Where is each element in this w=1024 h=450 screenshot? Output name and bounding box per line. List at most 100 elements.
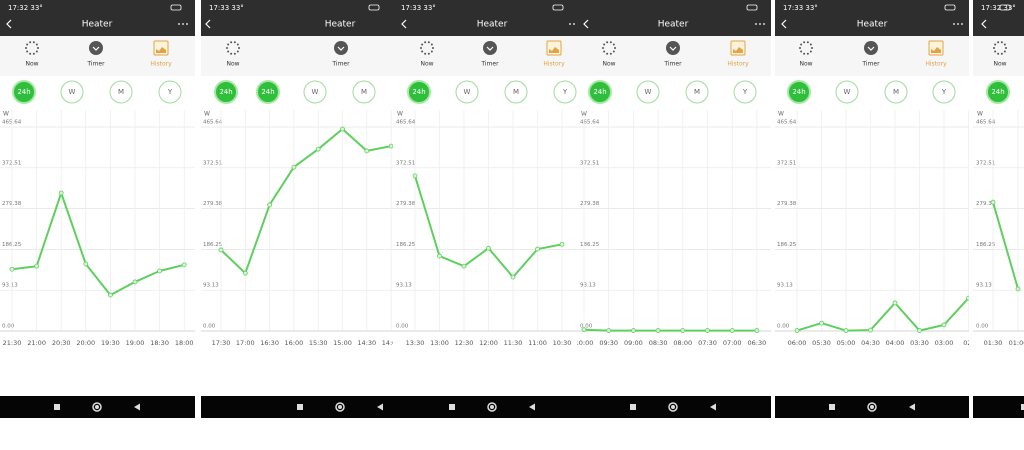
back-button[interactable] [583, 19, 589, 29]
nav-home[interactable] [92, 402, 102, 412]
range-button[interactable] [588, 80, 612, 104]
nav-recents[interactable] [630, 404, 636, 410]
range-button[interactable] [256, 80, 280, 104]
range-button[interactable] [884, 80, 908, 104]
nav-home[interactable] [335, 402, 345, 412]
range-button[interactable] [12, 80, 36, 104]
range-label[interactable]: 24h [219, 88, 232, 96]
range-button[interactable] [60, 80, 84, 104]
menu-dot[interactable] [953, 23, 955, 25]
range-label[interactable]: 24h [593, 88, 606, 96]
tab-label[interactable]: History [150, 61, 172, 68]
range-label[interactable]: 24h [792, 88, 805, 96]
range-button[interactable] [352, 80, 376, 104]
range-button[interactable] [835, 80, 859, 104]
menu-dot[interactable] [186, 23, 188, 25]
range-label[interactable]: M [118, 88, 124, 96]
tab-label[interactable]: Now [602, 61, 615, 68]
tab-label[interactable]: Timer [86, 61, 105, 68]
nav-recents[interactable] [449, 404, 455, 410]
range-button[interactable] [158, 80, 182, 104]
range-button[interactable] [553, 80, 577, 104]
now-icon-dot [432, 47, 434, 49]
nav-back[interactable] [710, 403, 716, 411]
x-tick-label: 15:30 [309, 339, 328, 347]
range-label[interactable]: 24h [261, 88, 274, 96]
menu-dot[interactable] [182, 23, 184, 25]
range-label[interactable]: Y [742, 88, 748, 96]
nav-home[interactable] [867, 402, 877, 412]
menu-dot[interactable] [763, 23, 765, 25]
tab-label[interactable]: Timer [861, 61, 880, 68]
timer-icon [483, 41, 497, 55]
range-label[interactable]: W [312, 88, 319, 96]
tab-label[interactable]: History [925, 61, 947, 68]
nav-back[interactable] [377, 403, 383, 411]
nav-back[interactable] [134, 403, 140, 411]
data-point [388, 143, 393, 149]
nav-recents[interactable] [54, 404, 60, 410]
now-icon-dot [1003, 43, 1006, 46]
tab-label[interactable]: Timer [331, 61, 350, 68]
range-button[interactable] [455, 80, 479, 104]
nav-recents[interactable] [829, 404, 835, 410]
tab-label[interactable]: Timer [663, 61, 682, 68]
range-button[interactable] [636, 80, 660, 104]
data-point [412, 173, 418, 179]
range-button[interactable] [407, 80, 431, 104]
nav-recents[interactable] [297, 404, 303, 410]
range-button[interactable] [932, 80, 956, 104]
range-label[interactable]: W [69, 88, 76, 96]
range-button[interactable] [214, 80, 238, 104]
range-label[interactable]: 24h [17, 88, 30, 96]
range-button[interactable] [303, 80, 327, 104]
nav-home[interactable] [487, 402, 497, 412]
range-label[interactable]: W [464, 88, 471, 96]
range-label[interactable]: Y [941, 88, 947, 96]
range-button[interactable] [986, 80, 1010, 104]
menu-dot[interactable] [569, 23, 571, 25]
menu-dot[interactable] [755, 23, 757, 25]
back-button[interactable] [981, 19, 987, 29]
menu-dot[interactable] [759, 23, 761, 25]
screen-title: Heater [325, 20, 356, 30]
tab-label[interactable]: History [543, 61, 565, 68]
back-button[interactable] [401, 19, 407, 29]
menu-dot[interactable] [573, 23, 575, 25]
tab-label[interactable]: Timer [480, 61, 499, 68]
range-button[interactable] [733, 80, 757, 104]
nav-recents[interactable] [1021, 404, 1024, 410]
range-label[interactable]: M [893, 88, 899, 96]
back-button[interactable] [205, 19, 211, 29]
range-label[interactable]: M [361, 88, 367, 96]
range-label[interactable]: W [645, 88, 652, 96]
nav-back[interactable] [909, 403, 915, 411]
range-button[interactable] [504, 80, 528, 104]
tab-label[interactable]: Now [799, 61, 812, 68]
range-label[interactable]: W [844, 88, 851, 96]
range-label[interactable]: 24h [991, 88, 1004, 96]
range-label[interactable]: M [694, 88, 700, 96]
tab-label[interactable]: Now [993, 61, 1006, 68]
menu-dot[interactable] [961, 23, 963, 25]
nav-home[interactable] [668, 402, 678, 412]
app-header [393, 0, 577, 36]
range-button[interactable] [787, 80, 811, 104]
menu-dot[interactable] [957, 23, 959, 25]
back-button[interactable] [6, 19, 12, 29]
range-label[interactable]: 24h [412, 88, 425, 96]
tab-label[interactable]: History [727, 61, 749, 68]
now-icon-dot [803, 52, 806, 55]
range-button[interactable] [685, 80, 709, 104]
range-label[interactable]: Y [167, 88, 173, 96]
data-point [58, 190, 64, 196]
menu-dot[interactable] [178, 23, 180, 25]
range-button[interactable] [109, 80, 133, 104]
range-label[interactable]: M [513, 88, 519, 96]
tab-label[interactable]: Now [226, 61, 239, 68]
back-button[interactable] [781, 19, 787, 29]
range-label[interactable]: Y [562, 88, 568, 96]
tab-label[interactable]: Now [25, 61, 38, 68]
tab-label[interactable]: Now [420, 61, 433, 68]
nav-back[interactable] [529, 403, 535, 411]
